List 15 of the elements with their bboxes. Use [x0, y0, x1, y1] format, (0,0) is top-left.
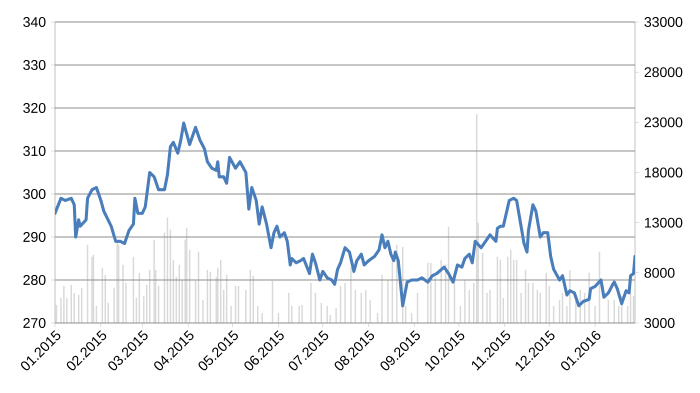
y-tick-label: 280: [23, 275, 46, 285]
y-tick-label: 310: [23, 146, 46, 156]
y-tick-label: 270: [23, 318, 46, 328]
y2-tick-label: 18000: [645, 168, 682, 178]
y2-tick-label: 13000: [645, 218, 682, 228]
y-tick-label: 290: [23, 232, 46, 242]
y2-tick-label: 3000: [644, 318, 675, 328]
y-tick-label: 340: [23, 17, 46, 27]
y2-tick-label: 23000: [644, 117, 682, 128]
y2-tick-label: 8000: [644, 268, 675, 278]
y-tick-label: 300: [23, 189, 46, 199]
y-tick-label: 330: [23, 60, 46, 70]
y2-tick-label: 33000: [644, 17, 682, 27]
y2-tick-label: 28000: [644, 67, 682, 78]
y-tick-label: 320: [23, 103, 46, 113]
